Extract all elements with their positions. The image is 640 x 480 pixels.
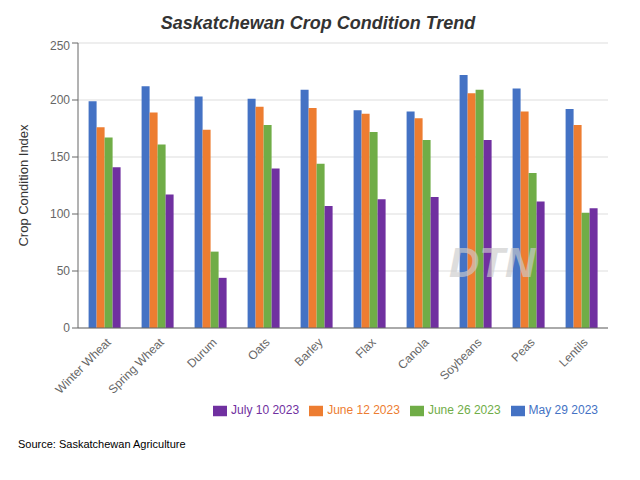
svg-text:Barley: Barley xyxy=(292,335,326,369)
svg-text:Oats: Oats xyxy=(245,335,273,363)
html-text:July 10 2023: July 10 2023 xyxy=(231,403,300,417)
svg-text:0: 0 xyxy=(63,321,70,335)
svg-text:100: 100 xyxy=(50,207,70,221)
html-text:June 26 2023: June 26 2023 xyxy=(427,403,501,417)
html-text:May 29 2023: May 29 2023 xyxy=(528,403,598,417)
svg-text:Crop Condition Index: Crop Condition Index xyxy=(16,124,31,247)
svg-text:Winter Wheat: Winter Wheat xyxy=(52,335,114,397)
svg-text:Peas: Peas xyxy=(508,335,537,364)
html-text:Saskatchewan Crop Condition Tr: Saskatchewan Crop Condition Trend xyxy=(160,13,476,33)
html-text:DTN: DTN xyxy=(449,239,536,286)
svg-text:50: 50 xyxy=(57,264,71,278)
svg-text:200: 200 xyxy=(50,93,70,107)
svg-text:250: 250 xyxy=(50,39,70,53)
svg-text:150: 150 xyxy=(50,150,70,164)
html-text:June 12 2023: June 12 2023 xyxy=(327,403,400,417)
html-text:Source: Saskatchewan Agricultu: Source: Saskatchewan Agriculture xyxy=(18,438,186,450)
svg-text:Lentils: Lentils xyxy=(556,335,590,369)
svg-text:Spring Wheat: Spring Wheat xyxy=(105,335,167,397)
svg-text:Canola: Canola xyxy=(395,335,432,372)
svg-text:Durum: Durum xyxy=(184,335,219,370)
svg-text:Soybeans: Soybeans xyxy=(437,335,485,383)
svg-text:Flax: Flax xyxy=(353,335,379,361)
